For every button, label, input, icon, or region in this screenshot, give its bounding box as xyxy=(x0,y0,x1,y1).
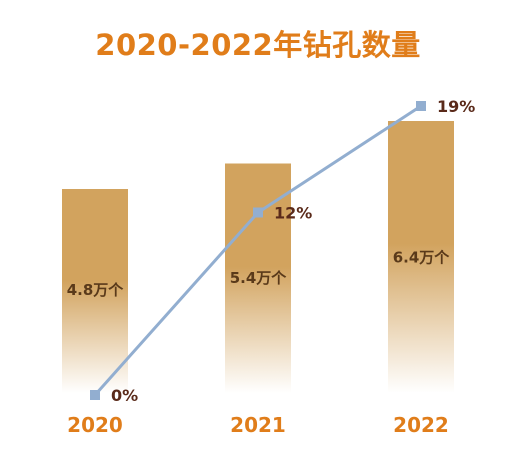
bar-value-label: 5.4万个 xyxy=(230,269,288,287)
growth-value-label: 12% xyxy=(274,203,312,222)
category-label: 2020 xyxy=(67,413,123,437)
bar-2021 xyxy=(225,163,291,393)
growth-value-label: 0% xyxy=(111,386,138,405)
growth-point xyxy=(253,207,263,218)
bar-value-label: 4.8万个 xyxy=(67,281,125,299)
bar-2020 xyxy=(62,189,128,393)
category-label: 2021 xyxy=(230,413,286,437)
growth-value-label: 19% xyxy=(437,97,475,116)
bar-value-label: 6.4万个 xyxy=(393,248,451,266)
category-label: 2022 xyxy=(393,413,449,437)
growth-point xyxy=(90,390,100,400)
bar-2022 xyxy=(388,121,454,393)
chart-title: 2020-2022年钻孔数量 xyxy=(95,28,421,62)
growth-point xyxy=(416,101,426,111)
